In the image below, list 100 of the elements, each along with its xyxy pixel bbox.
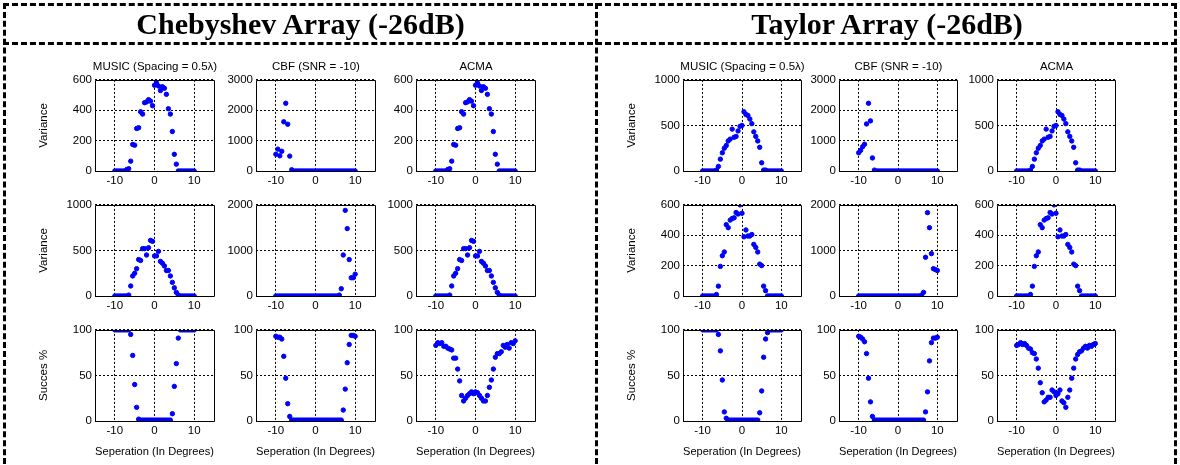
- x-tick-label: -10: [850, 299, 867, 312]
- y-tick-label: 1000: [968, 73, 994, 86]
- x-tick-label: -10: [1008, 174, 1025, 187]
- chart-title: MUSIC (Spacing = 0.5λ): [679, 59, 806, 74]
- x-tick-label: -10: [694, 299, 711, 312]
- y-tick-label: 600: [72, 73, 92, 86]
- y-axis-title: Variance: [37, 103, 50, 148]
- y-tick-label: 400: [974, 228, 994, 241]
- y-tick-label: 50: [981, 368, 994, 381]
- y-tick-label: 400: [393, 103, 413, 116]
- y-tick-label: 50: [240, 368, 253, 381]
- y-tick-label: 500: [660, 118, 680, 131]
- y-tick-label: 0: [987, 289, 994, 302]
- x-tick-label: -10: [267, 174, 285, 187]
- y-tick-label: 0: [673, 289, 680, 302]
- y-tick-label: 200: [393, 133, 413, 146]
- y-tick-label: 0: [987, 414, 994, 427]
- y-tick-label: 200: [72, 133, 92, 146]
- x-tick-label: -10: [850, 424, 867, 437]
- y-tick-label: 50: [79, 368, 92, 381]
- y-tick-label: 1000: [654, 73, 680, 86]
- x-tick-label: 0: [894, 424, 902, 437]
- x-tick-label: 10: [508, 424, 522, 437]
- x-tick-label: 10: [508, 299, 522, 312]
- x-tick-label: -10: [106, 174, 124, 187]
- x-tick-label: 0: [1052, 174, 1060, 187]
- y-tick-label: 400: [660, 228, 680, 241]
- y-tick-label: 0: [85, 414, 92, 427]
- x-axis-title: Seperation (In Degrees): [95, 445, 215, 458]
- x-axis-title: Seperation (In Degrees): [256, 445, 376, 458]
- x-tick-label: 10: [348, 299, 362, 312]
- y-tick-label: 1000: [227, 243, 253, 256]
- y-tick-label: 500: [974, 118, 994, 131]
- y-axis-title: Variance: [37, 228, 50, 273]
- y-tick-label: 100: [660, 323, 680, 336]
- x-tick-label: 0: [894, 174, 902, 187]
- y-tick-label: 100: [72, 323, 92, 336]
- y-tick-label: 2000: [810, 103, 836, 116]
- y-tick-label: 0: [987, 164, 994, 177]
- x-tick-label: 10: [930, 174, 944, 187]
- x-tick-label: -10: [694, 424, 711, 437]
- x-tick-label: -10: [267, 424, 285, 437]
- x-tick-label: 10: [187, 299, 201, 312]
- x-tick-label: -10: [694, 174, 711, 187]
- x-tick-label: 10: [1088, 424, 1102, 437]
- x-axis-title: Seperation (In Degrees): [683, 445, 802, 458]
- x-tick-label: 10: [774, 299, 788, 312]
- y-tick-label: 1000: [810, 133, 836, 146]
- x-tick-label: -10: [427, 424, 445, 437]
- y-tick-label: 600: [393, 73, 413, 86]
- y-tick-label: 2000: [227, 198, 253, 211]
- x-tick-label: -10: [267, 299, 285, 312]
- x-tick-label: -10: [1008, 424, 1025, 437]
- x-tick-label: 0: [894, 299, 902, 312]
- y-tick-label: 0: [829, 164, 836, 177]
- y-tick-label: 0: [406, 289, 413, 302]
- x-tick-label: 10: [774, 424, 788, 437]
- y-tick-label: 50: [823, 368, 836, 381]
- y-tick-label: 500: [72, 243, 92, 256]
- y-tick-label: 0: [829, 289, 836, 302]
- text: Chebyshev Array (-26dB): [135, 6, 466, 42]
- y-tick-label: 100: [393, 323, 413, 336]
- x-tick-label: 0: [472, 174, 479, 187]
- y-tick-label: 0: [829, 414, 836, 427]
- y-axis-title: Succes %: [625, 349, 638, 402]
- x-tick-label: 10: [1088, 299, 1102, 312]
- chart-title: CBF (SNR = -10): [853, 59, 944, 74]
- x-tick-label: 0: [472, 299, 479, 312]
- chart-title: ACMA: [458, 59, 494, 74]
- x-tick-label: -10: [106, 299, 124, 312]
- y-tick-label: 500: [393, 243, 413, 256]
- chart-title: MUSIC (Spacing = 0.5λ): [91, 59, 219, 74]
- y-tick-label: 2000: [227, 103, 253, 116]
- y-tick-label: 600: [660, 198, 680, 211]
- x-tick-label: 10: [508, 174, 522, 187]
- x-tick-label: 0: [151, 299, 158, 312]
- y-tick-label: 1000: [387, 198, 413, 211]
- x-tick-label: 10: [187, 424, 201, 437]
- x-tick-label: 0: [472, 424, 479, 437]
- y-tick-label: 0: [246, 414, 253, 427]
- x-tick-label: 0: [312, 299, 319, 312]
- y-tick-label: 0: [406, 164, 413, 177]
- y-tick-label: 0: [673, 164, 680, 177]
- y-tick-label: 3000: [810, 73, 836, 86]
- y-tick-label: 1000: [810, 243, 836, 256]
- x-axis-title: Seperation (In Degrees): [839, 445, 958, 458]
- x-tick-label: 10: [348, 424, 362, 437]
- x-tick-label: 0: [312, 424, 319, 437]
- x-tick-label: -10: [427, 299, 445, 312]
- y-tick-label: 1000: [66, 198, 92, 211]
- chart-title: ACMA: [1038, 59, 1075, 74]
- text: Taylor Array (-26dB): [750, 6, 1024, 42]
- y-tick-label: 0: [85, 164, 92, 177]
- y-tick-label: 200: [660, 258, 680, 271]
- y-tick-label: 0: [673, 414, 680, 427]
- y-tick-label: 0: [85, 289, 92, 302]
- y-tick-label: 100: [233, 323, 253, 336]
- x-tick-label: 10: [930, 299, 944, 312]
- x-axis-title: Seperation (In Degrees): [997, 445, 1116, 458]
- y-tick-label: 400: [72, 103, 92, 116]
